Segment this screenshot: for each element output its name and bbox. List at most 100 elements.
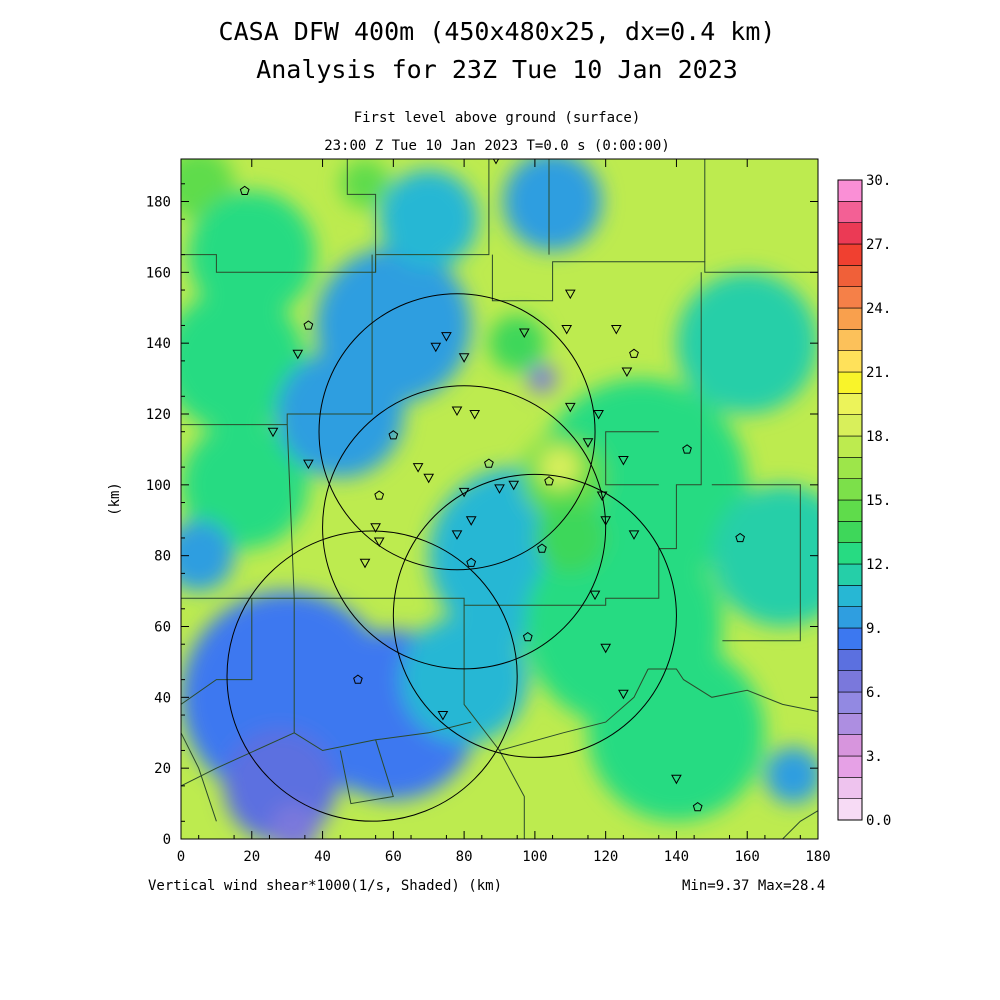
colorbar-swatch (837, 243, 863, 266)
station-triangle-marker (589, 590, 601, 601)
colorbar-swatch (837, 691, 863, 714)
colorbar-label: 18. (866, 429, 891, 445)
station-triangle-marker (582, 438, 594, 448)
station-triangle-marker (671, 774, 682, 785)
station-triangle-marker (628, 530, 640, 540)
x-tick-label: 60 (385, 849, 402, 865)
county-line (491, 254, 818, 302)
station-triangle-marker (373, 537, 385, 548)
colorbar-swatch (837, 521, 863, 543)
station-triangle-marker (518, 328, 530, 339)
colorbar-swatch (837, 286, 863, 309)
colorbar-swatch (837, 457, 863, 479)
county-line (346, 159, 377, 273)
county-line (711, 484, 801, 642)
plot-area: 0 20 40 60 80 100 120 140 160 180 0 20 40 60 80 100 120… (107, 158, 831, 865)
station-circle-marker (466, 557, 477, 567)
y-tick-label: 80 (154, 549, 171, 565)
x-tick-label: 40 (314, 849, 331, 865)
station-triangle-marker (494, 484, 505, 494)
station-circle-marker (388, 430, 399, 440)
x-tick-label: 100 (522, 849, 547, 865)
y-tick-label: 40 (154, 690, 171, 706)
colorbar-swatch (837, 777, 863, 799)
chart-time-label: 23:00 Z Tue 10 Jan 2023 T=0.0 s (0:00:00… (324, 138, 670, 154)
colorbar-swatch (837, 798, 863, 821)
station-triangle-marker (465, 516, 477, 526)
colorbar-label: 6. (866, 685, 883, 701)
chart-title-line2: Analysis for 23Z Tue 10 Jan 2023 (256, 55, 738, 84)
county-line (181, 598, 253, 705)
field-blob (181, 520, 235, 592)
station-triangle-marker (412, 463, 424, 473)
field-blob (340, 159, 390, 209)
y-tick-label: 160 (146, 265, 171, 281)
colorbar-label: 30. (866, 173, 891, 189)
county-boundaries (181, 159, 818, 839)
county-line (294, 272, 702, 606)
station-triangle-marker (593, 410, 604, 420)
x-axis: 0 20 40 60 80 100 120 140 160 180 (177, 159, 831, 865)
station-triangle-marker (618, 456, 629, 466)
county-line (181, 254, 373, 426)
station-triangle-marker (292, 349, 304, 360)
colorbar: 30. 27. 24. 21. 18. 15. 12. 9. 6. 3. 0.0 (837, 173, 891, 829)
field-blob (587, 644, 765, 822)
colorbar-swatch (837, 670, 863, 693)
station-circle-marker (303, 320, 314, 330)
radar-ring (226, 530, 518, 822)
county-line (181, 598, 295, 787)
station-triangle-marker (621, 367, 633, 378)
station-triangle-marker (618, 689, 629, 700)
county-line (782, 810, 818, 839)
field-caption: Vertical wind shear*1000(1/s, Shaded) (k… (148, 878, 502, 894)
colorbar-swatch (837, 734, 863, 757)
colorbar-swatch (837, 606, 863, 629)
station-circle-marker (544, 476, 554, 486)
colorbar-label: 15. (866, 493, 891, 509)
station-triangle-marker (451, 406, 463, 417)
station-triangle-marker (600, 516, 612, 526)
radar-ring (318, 293, 596, 571)
colorbar-label: 21. (866, 365, 891, 381)
y-tick-label: 100 (146, 478, 171, 494)
field-blob (534, 502, 606, 574)
field-blob (676, 272, 818, 414)
station-circle-marker (522, 631, 533, 642)
y-tick-label: 60 (154, 620, 171, 636)
station-triangle-marker (359, 558, 371, 569)
station-triangle-marker (610, 325, 622, 335)
x-tick-label: 140 (664, 849, 689, 865)
radar-ring (392, 473, 677, 758)
colorbar-swatch (837, 649, 863, 671)
station-circle-marker (692, 801, 703, 812)
y-tick-label: 180 (146, 195, 171, 211)
colorbar-label: 9. (866, 621, 883, 637)
station-circle-marker (629, 348, 639, 358)
colorbar-swatch (837, 393, 863, 415)
station-triangle-marker (441, 332, 452, 342)
station-circle-marker (682, 444, 692, 454)
county-line (605, 431, 659, 486)
y-axis-label: (km) (107, 482, 123, 516)
station-triangle-marker (430, 342, 442, 353)
x-tick-label: 120 (593, 849, 618, 865)
field-blob (527, 364, 557, 393)
station-triangle-marker (423, 473, 435, 484)
x-tick-label: 0 (177, 849, 185, 865)
county-line (339, 739, 394, 805)
colorbar-label: 24. (866, 301, 891, 317)
colorbar-swatch (837, 414, 863, 437)
x-tick-label: 20 (243, 849, 260, 865)
colorbar-swatch (837, 499, 863, 522)
colorbar-label: 12. (866, 557, 891, 573)
y-tick-label: 120 (146, 407, 171, 423)
plot-frame (180, 158, 819, 840)
colorbar-swatch (837, 350, 863, 373)
radar-coverage-rings (226, 293, 677, 822)
colorbar-swatch (837, 329, 863, 351)
y-tick-label: 0 (163, 832, 171, 848)
colorbar-swatch (837, 563, 863, 586)
county-line (181, 732, 217, 822)
